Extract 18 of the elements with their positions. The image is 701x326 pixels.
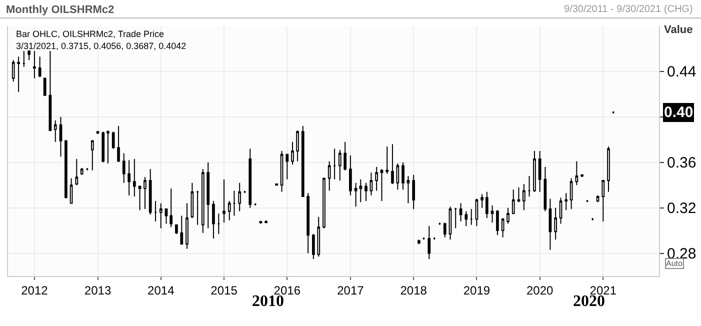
x-tick-label: 2019 <box>463 283 490 298</box>
annotation: 3/31/2021, 0.3715, 0.4056, 0.3687, 0.4042 <box>16 41 186 51</box>
x-tick-label: 2013 <box>84 283 112 298</box>
chart-title: Monthly OILSHRMc2 <box>6 4 114 16</box>
x-tick-label: 2020 <box>526 283 554 298</box>
x-tick-label: 2015 <box>210 283 238 298</box>
text: 0.40 <box>664 104 694 121</box>
chart-subtitle: 9/30/2011 - 9/30/2021 (CHG) <box>564 4 693 15</box>
x-tick-label: 2012 <box>21 283 48 298</box>
x-tick-label: 2017 <box>337 283 364 298</box>
text: Auto <box>666 259 684 268</box>
y-axis-title: Value <box>664 24 693 36</box>
y-tick-label: 0.44 <box>667 64 696 81</box>
x-tick-label: 2018 <box>400 283 428 298</box>
y-tick-label: 0.32 <box>667 200 696 218</box>
x-tick-label: 2014 <box>148 283 175 298</box>
annotation: Bar OHLC, OILSHRMc2, Trade Price <box>16 29 164 39</box>
y-tick-label: 0.36 <box>667 154 696 172</box>
